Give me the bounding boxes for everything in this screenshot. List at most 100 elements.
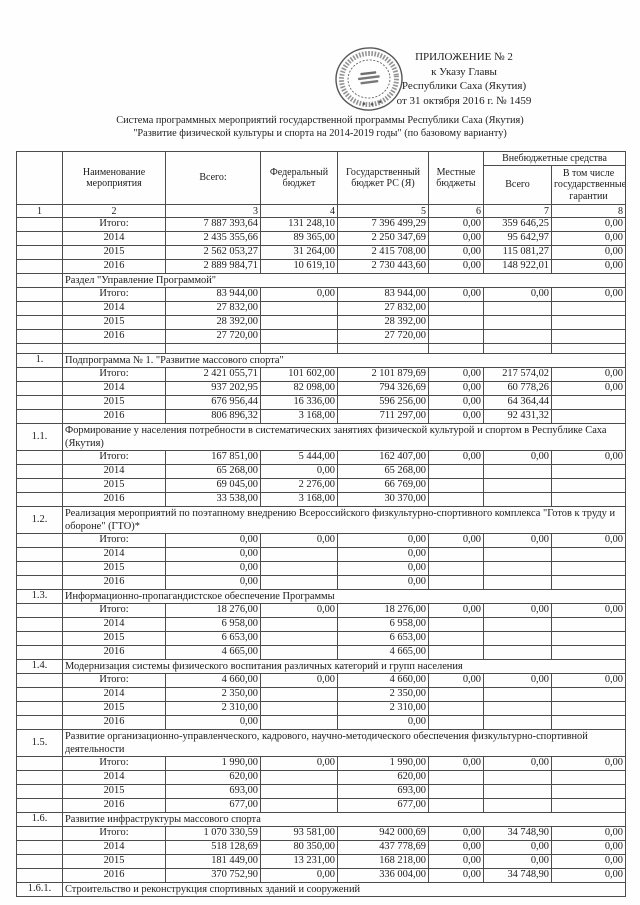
amount-cell: 18 276,00: [337, 603, 429, 618]
row-index-cell: [16, 701, 63, 716]
amount-cell: 115 081,27: [483, 245, 552, 260]
section-number-cell: 1.2.: [16, 506, 63, 534]
amount-cell: [483, 701, 552, 716]
amount-cell: 620,00: [165, 770, 261, 785]
document-title-line2: "Развитие физической культуры и спорта н…: [133, 127, 507, 139]
section-row: 1.4. Модернизация системы физического вос…: [16, 659, 626, 674]
section-title-cell: Развитие организационно-управленческого,…: [62, 729, 626, 757]
amount-cell: 3 168,00: [260, 492, 338, 507]
amount-cell: 69 045,00: [165, 478, 261, 493]
amount-cell: 0,00: [551, 287, 626, 302]
amount-cell: 28 392,00: [165, 315, 261, 330]
amount-cell: [483, 464, 552, 479]
data-row: 2015 676 956,44 16 336,00 596 256,00 0,00 64 …: [16, 395, 626, 410]
amount-cell: 1 990,00: [165, 756, 261, 771]
amount-cell: [428, 575, 484, 590]
section-title-cell: Строительство и реконструкция спортивных…: [62, 882, 626, 897]
data-row: Итого: 1 070 330,59 93 581,00 942 000,69 0,0…: [16, 826, 626, 841]
empty-cell: [428, 343, 484, 354]
amount-cell: 0,00: [551, 756, 626, 771]
row-index-cell: [16, 756, 63, 771]
amount-cell: 2 310,00: [165, 701, 261, 716]
amount-cell: [260, 575, 338, 590]
amount-cell: 80 350,00: [260, 840, 338, 855]
amount-cell: 0,00: [165, 547, 261, 562]
row-label-cell: 2014: [62, 547, 166, 562]
amount-cell: 34 748,90: [483, 826, 552, 841]
amount-cell: [428, 547, 484, 562]
section-number-cell: 1.3.: [16, 589, 63, 604]
amount-cell: [551, 301, 626, 316]
header-cell-extrabudget-guarantees: В том числе государственные гарантии: [551, 165, 626, 205]
amount-cell: 4 665,00: [165, 645, 261, 660]
amount-cell: [551, 575, 626, 590]
amount-cell: [428, 329, 484, 344]
amount-cell: 0,00: [428, 756, 484, 771]
amount-cell: 167 851,00: [165, 450, 261, 465]
data-row: 2016 370 752,90 0,00 336 004,00 0,00 34 748,9…: [16, 868, 626, 883]
amount-cell: [260, 798, 338, 813]
amount-cell: [551, 395, 626, 410]
data-row: 2014 2 350,00 2 350,00: [16, 687, 626, 702]
amount-cell: [260, 547, 338, 562]
data-row: 2016 0,00 0,00: [16, 575, 626, 590]
amount-cell: 676 956,44: [165, 395, 261, 410]
amount-cell: 92 431,32: [483, 409, 552, 424]
amount-cell: [551, 645, 626, 660]
amount-cell: 0,00: [551, 603, 626, 618]
amount-cell: 0,00: [551, 367, 626, 382]
appendix-line: ПРИЛОЖЕНИЕ № 2: [415, 51, 513, 63]
data-row: 2015 181 449,00 13 231,00 168 218,00 0,00 0,0…: [16, 854, 626, 869]
row-label-cell: 2014: [62, 687, 166, 702]
amount-cell: 0,00: [260, 756, 338, 771]
amount-cell: [483, 687, 552, 702]
amount-cell: 0,00: [483, 673, 552, 688]
amount-cell: 0,00: [260, 673, 338, 688]
amount-cell: 2 435 355,66: [165, 231, 261, 246]
section-title-cell: Информационно-пропагандистское обеспечен…: [62, 589, 626, 604]
amount-cell: [551, 464, 626, 479]
empty-cell: [62, 343, 166, 354]
amount-cell: 596 256,00: [337, 395, 429, 410]
section-row: Раздел "Управление Программой": [16, 273, 626, 288]
amount-cell: 162 407,00: [337, 450, 429, 465]
amount-cell: 0,00: [428, 395, 484, 410]
data-row: Итого: 0,00 0,00 0,00 0,00 0,00 0,00: [16, 533, 626, 548]
row-label-cell: 2015: [62, 478, 166, 493]
section-number-cell: 1.4.: [16, 659, 63, 674]
amount-cell: 31 264,00: [260, 245, 338, 260]
amount-cell: 0,00: [551, 840, 626, 855]
amount-cell: 0,00: [551, 381, 626, 396]
row-index-cell: [16, 492, 63, 507]
amount-cell: 693,00: [165, 784, 261, 799]
row-label-cell: 2016: [62, 715, 166, 730]
amount-cell: 13 231,00: [260, 854, 338, 869]
amount-cell: 6 653,00: [337, 631, 429, 646]
amount-cell: 677,00: [337, 798, 429, 813]
row-index-cell: [16, 770, 63, 785]
data-row: 2014 937 202,95 82 098,00 794 326,69 0,00 60 …: [16, 381, 626, 396]
row-index-cell: [16, 409, 63, 424]
data-row: 2016 0,00 0,00: [16, 715, 626, 730]
amount-cell: [483, 770, 552, 785]
amount-cell: 0,00: [483, 603, 552, 618]
row-index-cell: [16, 381, 63, 396]
amount-cell: 7 887 393,64: [165, 217, 261, 232]
amount-cell: 0,00: [428, 826, 484, 841]
amount-cell: 937 202,95: [165, 381, 261, 396]
row-label-cell: Итого:: [62, 367, 166, 382]
amount-cell: 6 653,00: [165, 631, 261, 646]
amount-cell: 437 778,69: [337, 840, 429, 855]
amount-cell: [483, 478, 552, 493]
amount-cell: 2 889 984,71: [165, 259, 261, 274]
amount-cell: 0,00: [165, 561, 261, 576]
data-row: 2015 69 045,00 2 276,00 66 769,00: [16, 478, 626, 493]
data-row: Итого: 4 660,00 0,00 4 660,00 0,00 0,00 0,00: [16, 673, 626, 688]
amount-cell: 0,00: [551, 217, 626, 232]
amount-cell: 10 619,10: [260, 259, 338, 274]
amount-cell: [551, 687, 626, 702]
row-label-cell: 2016: [62, 798, 166, 813]
amount-cell: 33 538,00: [165, 492, 261, 507]
amount-cell: 217 574,02: [483, 367, 552, 382]
amount-cell: [551, 617, 626, 632]
